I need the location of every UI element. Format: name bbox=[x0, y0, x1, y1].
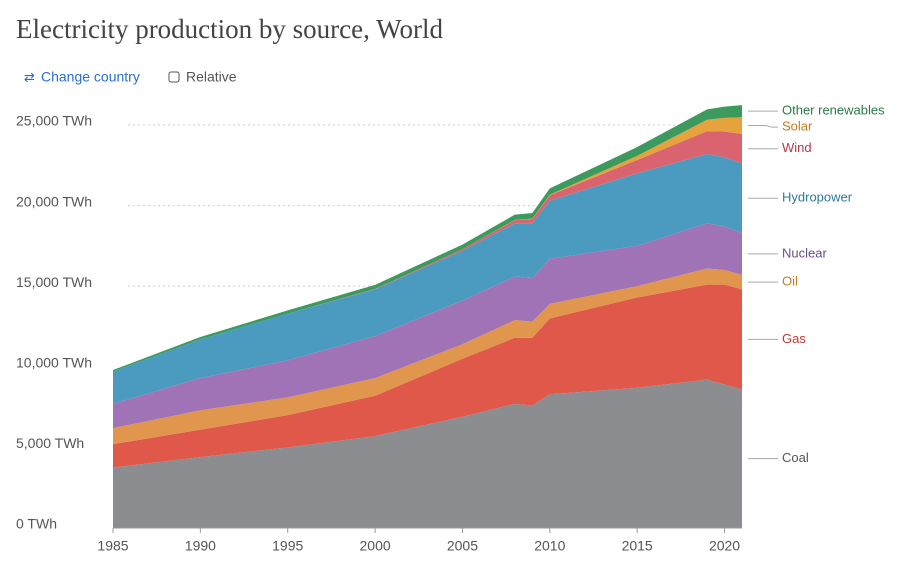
y-tick-label: 10,000 TWh bbox=[16, 354, 92, 370]
area bbox=[113, 117, 742, 372]
area bbox=[113, 379, 742, 528]
y-tick-label: 20,000 TWh bbox=[16, 193, 92, 209]
series-label: Coal bbox=[782, 450, 809, 465]
swap-icon: ⇄ bbox=[24, 69, 35, 84]
x-tick-label: 1985 bbox=[97, 538, 128, 554]
x-tick-label: 2010 bbox=[534, 538, 565, 554]
series-label: Gas bbox=[782, 331, 806, 346]
x-tick-label: 2015 bbox=[622, 538, 653, 554]
chart-title: Electricity production by source, World bbox=[16, 14, 443, 44]
series-label: Wind bbox=[782, 140, 812, 155]
relative-label[interactable]: Relative bbox=[186, 69, 237, 85]
series-label: Oil bbox=[782, 274, 798, 289]
area bbox=[113, 153, 742, 404]
y-tick-label: 0 TWh bbox=[16, 516, 57, 532]
y-tick-label: 15,000 TWh bbox=[16, 274, 92, 290]
x-tick-label: 2020 bbox=[709, 538, 740, 554]
x-tick-label: 2005 bbox=[447, 538, 478, 554]
series-label: Other renewables bbox=[782, 103, 885, 118]
area bbox=[113, 268, 742, 445]
series-label: Solar bbox=[782, 119, 813, 134]
series-label: Hydropower bbox=[782, 190, 853, 205]
y-tick-label: 25,000 TWh bbox=[16, 113, 92, 129]
change-country-label[interactable]: Change country bbox=[41, 69, 140, 85]
area bbox=[113, 284, 742, 468]
series-label: Nuclear bbox=[782, 245, 827, 260]
area bbox=[113, 131, 742, 372]
area bbox=[113, 223, 742, 429]
area bbox=[113, 105, 742, 372]
label-connector bbox=[748, 125, 778, 128]
change-country[interactable]: ⇄ Change country bbox=[24, 69, 140, 85]
x-tick-label: 1995 bbox=[272, 538, 303, 554]
x-tick-label: 1990 bbox=[185, 538, 216, 554]
x-tick-label: 2000 bbox=[360, 538, 391, 554]
relative-checkbox[interactable] bbox=[168, 71, 180, 83]
y-tick-label: 5,000 TWh bbox=[16, 435, 84, 451]
